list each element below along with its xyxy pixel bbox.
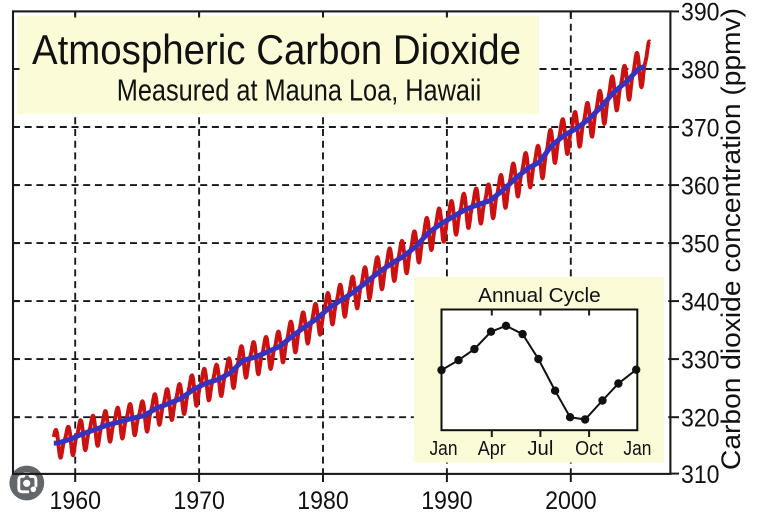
svg-text:310: 310: [681, 461, 720, 489]
svg-text:Annual Cycle: Annual Cycle: [478, 284, 601, 307]
svg-text:Jan: Jan: [430, 437, 458, 460]
svg-text:1980: 1980: [297, 487, 349, 515]
svg-text:340: 340: [681, 288, 720, 316]
svg-text:Apr: Apr: [478, 437, 506, 460]
svg-text:Jan: Jan: [623, 437, 651, 460]
svg-text:370: 370: [681, 114, 720, 142]
svg-text:Atmospheric Carbon Dioxide: Atmospheric Carbon Dioxide: [32, 26, 521, 73]
svg-text:350: 350: [681, 230, 720, 258]
svg-text:1970: 1970: [173, 487, 225, 515]
svg-text:1990: 1990: [421, 487, 473, 515]
svg-text:390: 390: [681, 0, 720, 27]
svg-text:Carbon dioxide concentration (: Carbon dioxide concentration (ppmv): [716, 8, 746, 470]
svg-text:360: 360: [681, 172, 720, 200]
svg-text:Jul: Jul: [527, 437, 553, 460]
svg-text:Oct: Oct: [575, 437, 603, 460]
svg-text:380: 380: [681, 56, 720, 84]
svg-text:320: 320: [681, 405, 720, 433]
svg-text:Measured at Mauna Loa, Hawaii: Measured at Mauna Loa, Hawaii: [117, 73, 482, 108]
svg-text:2000: 2000: [545, 487, 597, 515]
svg-text:1960: 1960: [50, 487, 102, 515]
svg-text:330: 330: [681, 346, 720, 374]
